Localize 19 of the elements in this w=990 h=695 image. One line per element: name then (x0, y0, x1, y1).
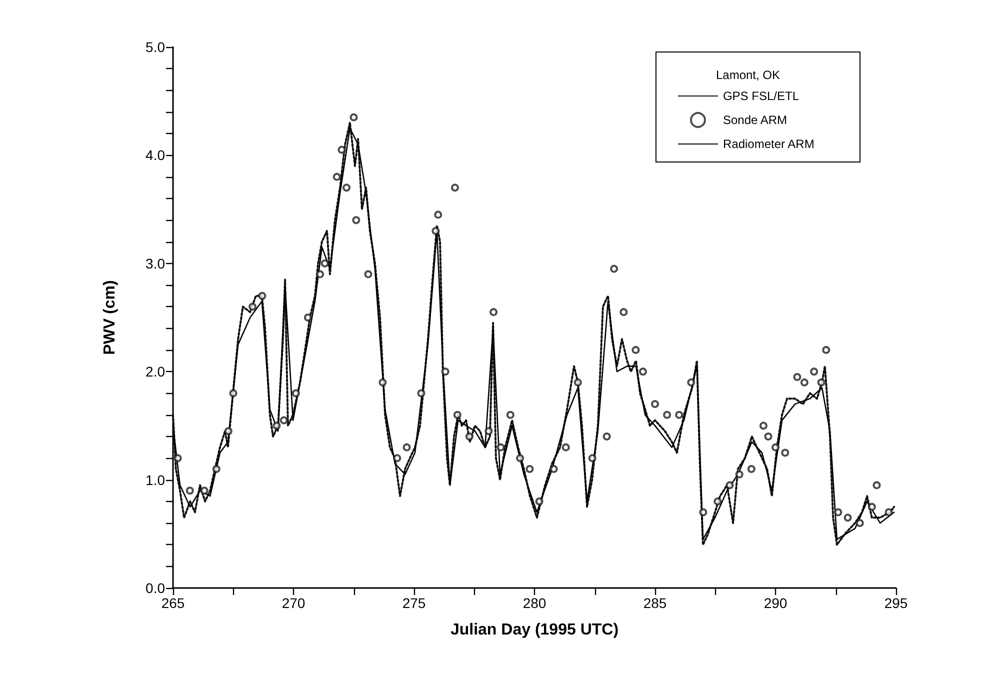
y-tick-label: 3.0 (146, 255, 166, 272)
x-tick-label: 270 (282, 595, 306, 611)
x-axis-title: Julian Day (1995 UTC) (450, 622, 619, 638)
legend-label: Radiometer ARM (722, 137, 814, 151)
legend-title: Lamont, OK (716, 68, 780, 82)
x-tick-label: 295 (884, 595, 908, 611)
y-tick-label: 0.0 (146, 580, 166, 596)
y-tick-label: 2.0 (146, 364, 166, 380)
x-tick-label: 280 (522, 595, 546, 611)
x-tick-label: 290 (764, 595, 788, 611)
x-tick-label: 285 (643, 595, 667, 611)
x-tick-label: 265 (161, 595, 185, 611)
y-tick-label: 1.0 (146, 472, 166, 488)
y-axis-title: PWV (cm) (102, 280, 118, 355)
legend-label: GPS FSL/ETL (722, 89, 800, 103)
x-tick-label: 275 (402, 595, 426, 611)
y-tick-label: 4.0 (146, 147, 166, 164)
y-tick-label: 5.0 (146, 39, 166, 55)
legend-label: Sonde ARM (722, 113, 788, 127)
